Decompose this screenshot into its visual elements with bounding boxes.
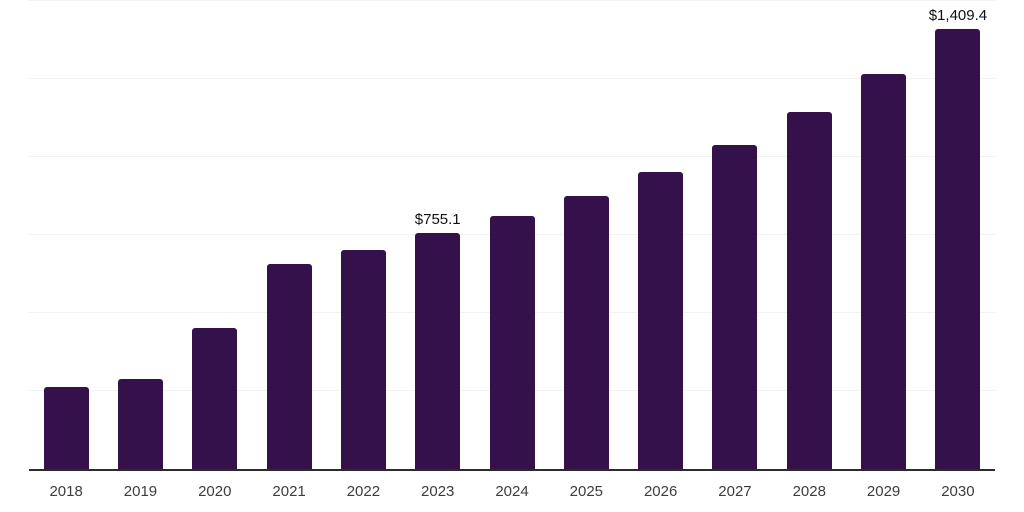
x-tick-label-2029: 2029 <box>866 483 901 500</box>
gridline <box>29 156 995 157</box>
bar-cell-2025 <box>549 1 623 469</box>
bar-cell-2029 <box>846 1 920 469</box>
bars-container: $755.1 $1,409.4 <box>29 1 995 469</box>
bar-2026 <box>638 171 684 469</box>
x-tick-label-2027: 2027 <box>718 483 752 500</box>
bar-cell-2027 <box>698 1 772 469</box>
bar-2028 <box>786 111 832 469</box>
x-tick-label-2023: 2023 <box>421 483 455 500</box>
bar-cell-2021 <box>252 1 326 469</box>
x-axis-labels: 2018 2019 2020 2021 2022 2023 2024 2025 2026 2027… <box>29 483 995 501</box>
bar-cell-2024 <box>475 1 549 469</box>
bar-cell-2030: $1,409.4 <box>921 1 995 469</box>
x-tick-label-2020: 2020 <box>198 483 232 500</box>
x-tick-label-2028: 2028 <box>792 483 826 500</box>
bar-2025 <box>563 196 609 469</box>
bar-cell-2022 <box>326 1 400 469</box>
bar-2021 <box>266 264 312 469</box>
bar-cell-2023: $755.1 <box>401 1 475 469</box>
bar-cell-2028 <box>772 1 846 469</box>
x-tick-label-2024: 2024 <box>495 483 529 500</box>
x-axis-line <box>29 469 995 471</box>
bar-2020 <box>192 327 238 469</box>
bar-2030: $1,409.4 <box>929 8 987 469</box>
plot-area: $755.1 $1,409.4 <box>29 0 995 469</box>
bar-2022 <box>340 249 386 469</box>
bar-2024 <box>489 215 535 469</box>
bar-cell-2026 <box>624 1 698 469</box>
x-tick-label-2030: 2030 <box>941 483 975 500</box>
bar-cell-2018 <box>29 1 103 469</box>
gridline <box>29 78 995 79</box>
bar-2029 <box>861 74 907 469</box>
x-tick-label-2018: 2018 <box>49 483 83 500</box>
bar-cell-2020 <box>178 1 252 469</box>
bar-2027 <box>712 144 758 469</box>
bar-2019 <box>117 378 163 469</box>
bar-value-label-2023: $755.1 <box>414 211 461 229</box>
x-tick-label-2022: 2022 <box>346 483 381 500</box>
bar-value-label-2030: $1,409.4 <box>928 7 988 25</box>
bar-cell-2019 <box>103 1 177 469</box>
x-tick-label-2021: 2021 <box>272 483 306 500</box>
bar-2018 <box>43 387 89 469</box>
x-tick-label-2026: 2026 <box>643 483 678 500</box>
bar-2023: $755.1 <box>415 212 461 469</box>
x-tick-label-2019: 2019 <box>123 483 158 500</box>
gridline <box>29 0 995 1</box>
x-tick-label-2025: 2025 <box>569 483 604 500</box>
